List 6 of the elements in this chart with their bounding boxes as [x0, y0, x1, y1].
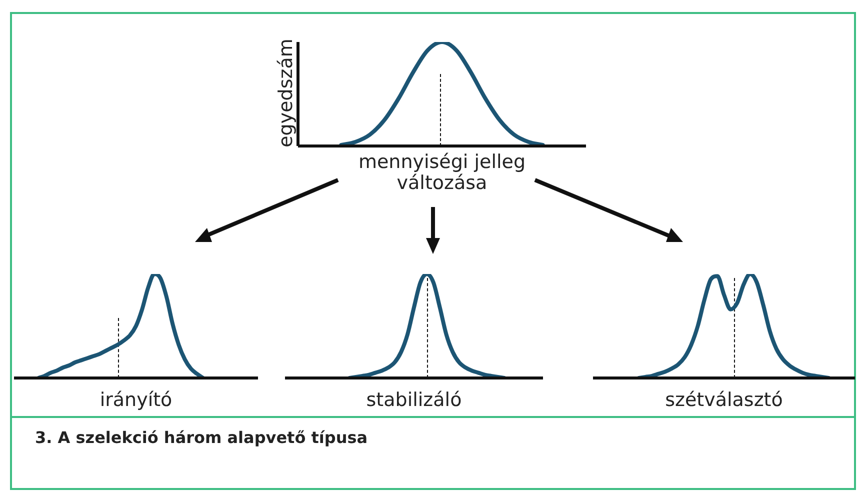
x-axis-title: irányító — [98, 389, 174, 411]
text: 3. A szelekció három alapvető típusa — [35, 428, 368, 447]
y-axis-title: egyedszám — [275, 38, 297, 150]
x-axis-title: szétválasztó — [664, 389, 784, 411]
x-axis-title: mennyiségi jelleg változása — [357, 151, 527, 194]
x-axis-title: stabilizáló — [365, 389, 463, 411]
